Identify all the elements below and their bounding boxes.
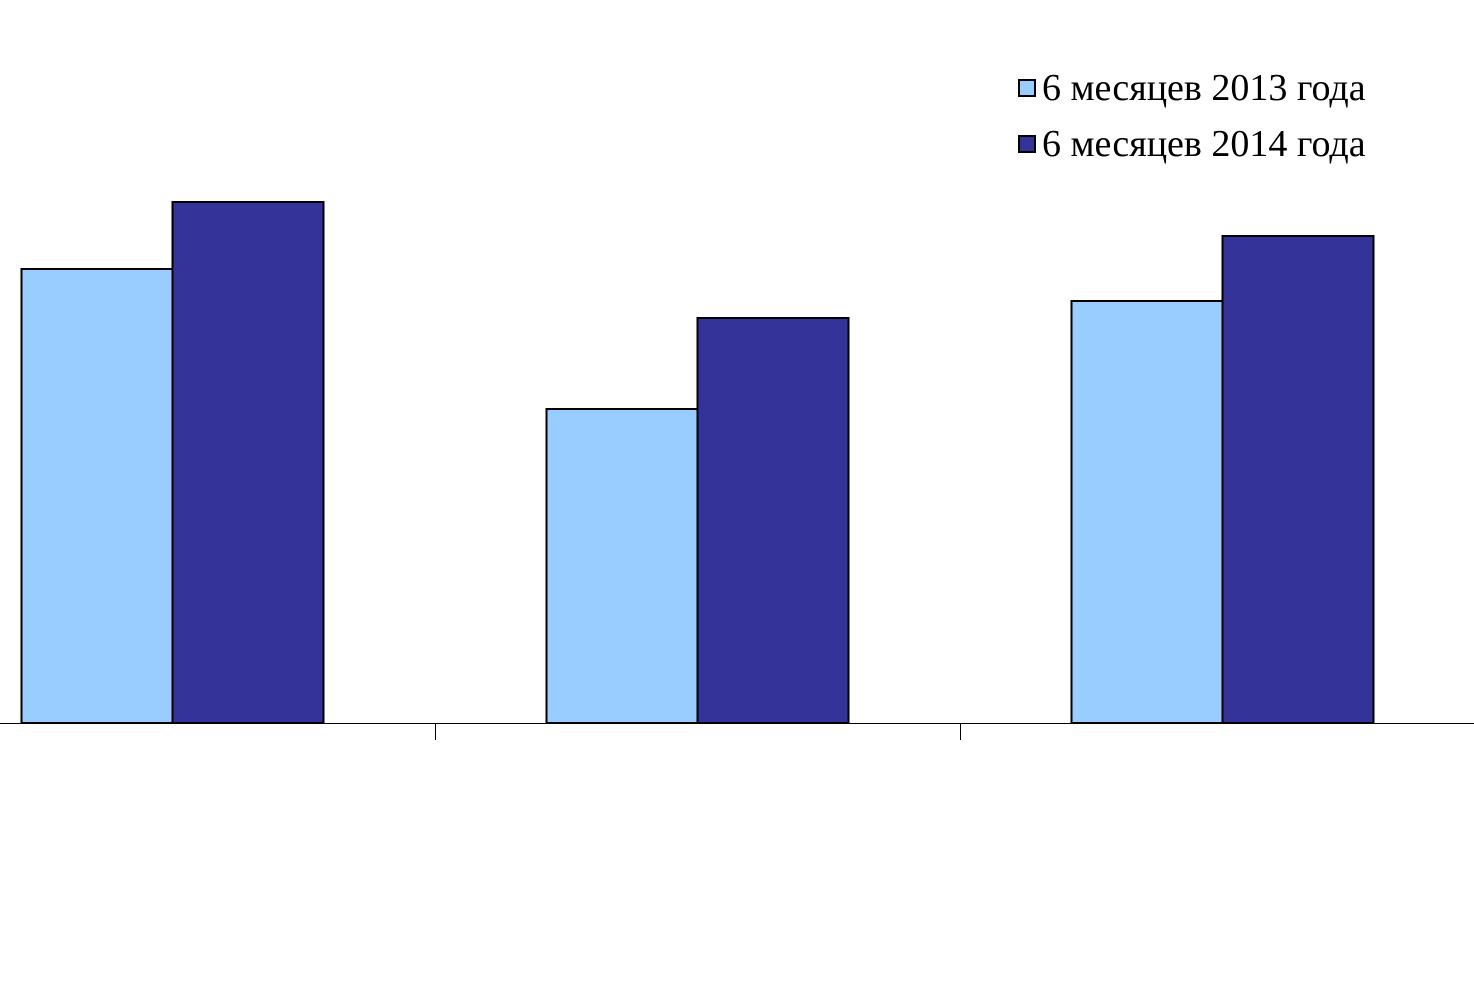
bar-series-2-category-3 [1221,235,1375,724]
legend-label-2014: 6 месяцев 2014 года [1042,123,1366,165]
bar-series-2-category-2 [696,317,850,724]
legend-item-2013: 6 месяцев 2013 года [1018,60,1458,116]
x-axis [0,723,1474,740]
bar-series-1-category-3 [1070,300,1224,724]
bars-group [20,201,1375,724]
bar-series-2-category-1 [171,201,325,724]
legend-swatch-2013 [1018,79,1036,97]
bar-series-1-category-2 [545,408,699,724]
legend-swatch-2014 [1018,135,1036,153]
legend-label-2013: 6 месяцев 2013 года [1042,67,1366,109]
legend-item-2014: 6 месяцев 2014 года [1018,116,1458,172]
bar-series-1-category-1 [20,268,174,724]
legend: 6 месяцев 2013 года 6 месяцев 2014 года [1018,60,1458,172]
